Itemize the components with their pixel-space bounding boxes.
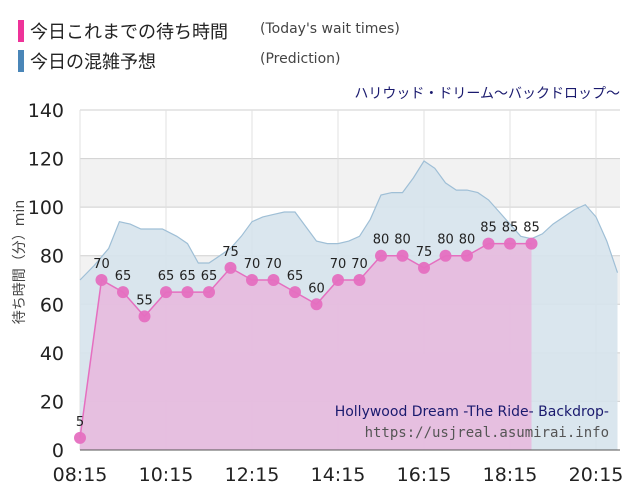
today-series: 5 70 65 55 65 65 65 75 70 70 65 60 70 70 80 80 75 80 80 85 8… — [74, 221, 540, 450]
x-tick-label: 12:15 — [225, 464, 280, 486]
data-point — [246, 274, 258, 286]
data-label: 55 — [136, 293, 153, 308]
y-tick-label: 20 — [40, 391, 64, 413]
data-point — [396, 249, 409, 262]
data-point — [439, 249, 452, 262]
data-point — [267, 274, 280, 286]
data-point — [375, 249, 387, 262]
data-point — [418, 261, 430, 274]
data-point — [138, 310, 151, 323]
x-tick-label: 18:15 — [483, 464, 538, 486]
grid-band — [80, 158, 620, 208]
data-point — [482, 237, 495, 250]
legend-today-label-en: (Today's wait times) — [260, 21, 400, 37]
data-label: 65 — [158, 269, 175, 284]
today-line — [79, 242, 532, 439]
data-label: 85 — [502, 221, 519, 236]
data-label: 65 — [287, 269, 304, 284]
data-point — [332, 274, 344, 286]
legend-today: 今日これまでの待ち時間 (Today's wait times) — [18, 18, 618, 44]
data-point — [289, 286, 301, 299]
data-point — [74, 431, 86, 444]
y-tick-label: 60 — [40, 294, 64, 316]
data-label: 70 — [330, 257, 347, 272]
data-point — [525, 237, 538, 250]
data-point — [181, 286, 194, 299]
data-label: 85 — [523, 221, 540, 236]
data-point — [117, 286, 129, 299]
y-tick-label: 80 — [40, 246, 64, 268]
data-point — [160, 286, 172, 299]
x-tick-label: 16:15 — [397, 464, 452, 486]
y-tick-label: 0 — [52, 440, 64, 462]
chart-subtitle-en: Hollywood Dream -The Ride- Backdrop- — [335, 404, 609, 420]
data-label: 80 — [373, 233, 390, 248]
data-label: 80 — [459, 233, 476, 248]
legend-prediction-label: 今日の混雑予想 — [30, 52, 156, 73]
data-label: 85 — [480, 221, 497, 236]
data-label: 70 — [265, 257, 282, 272]
x-tick-label: 20:15 — [569, 464, 624, 486]
chart-title: ハリウッド・ドリーム〜バックドロップ〜 — [354, 86, 620, 102]
grid-band — [80, 110, 620, 159]
x-tick-label: 14:15 — [311, 464, 366, 486]
data-point — [224, 261, 237, 274]
data-point — [461, 249, 473, 262]
data-label: 70 — [351, 257, 368, 272]
data-label: 5 — [76, 415, 84, 430]
data-label: 65 — [115, 269, 132, 284]
data-point — [203, 286, 215, 299]
data-point — [310, 298, 323, 311]
legend-today-label: 今日これまでの待ち時間 — [30, 22, 228, 43]
y-tick-label: 40 — [40, 343, 64, 365]
legend-prediction: 今日の混雑予想 (Prediction) — [18, 48, 618, 74]
y-tick-label: 140 — [28, 100, 64, 122]
data-label: 80 — [437, 233, 454, 248]
axes: 0 20 40 60 80 100 120 140 08:15 10:15 12:15 14:15 16… — [28, 100, 624, 486]
x-tick-label: 08:15 — [53, 464, 108, 486]
source-url: https://usjreal.asumirai.info — [365, 425, 609, 441]
data-label: 80 — [394, 233, 411, 248]
legend-prediction-swatch — [18, 50, 24, 72]
data-point — [504, 237, 516, 250]
data-label: 70 — [244, 257, 261, 272]
today-area — [80, 243, 532, 450]
data-point — [353, 274, 366, 286]
data-point — [95, 274, 108, 286]
legend-prediction-label-en: (Prediction) — [260, 51, 341, 67]
data-label: 65 — [179, 269, 196, 284]
data-label: 75 — [416, 245, 433, 260]
chart-texts: ハリウッド・ドリーム〜バックドロップ〜 Hollywood Dream -The… — [12, 86, 620, 441]
y-axis-label: 待ち時間（分）min — [12, 200, 28, 324]
data-label: 60 — [308, 281, 325, 296]
data-label: 75 — [222, 245, 239, 260]
x-tick-label: 10:15 — [139, 464, 194, 486]
legend-today-swatch — [18, 20, 24, 42]
y-tick-label: 120 — [28, 149, 64, 171]
data-label: 70 — [93, 257, 110, 272]
y-tick-label: 100 — [28, 197, 64, 219]
data-label: 65 — [201, 269, 218, 284]
